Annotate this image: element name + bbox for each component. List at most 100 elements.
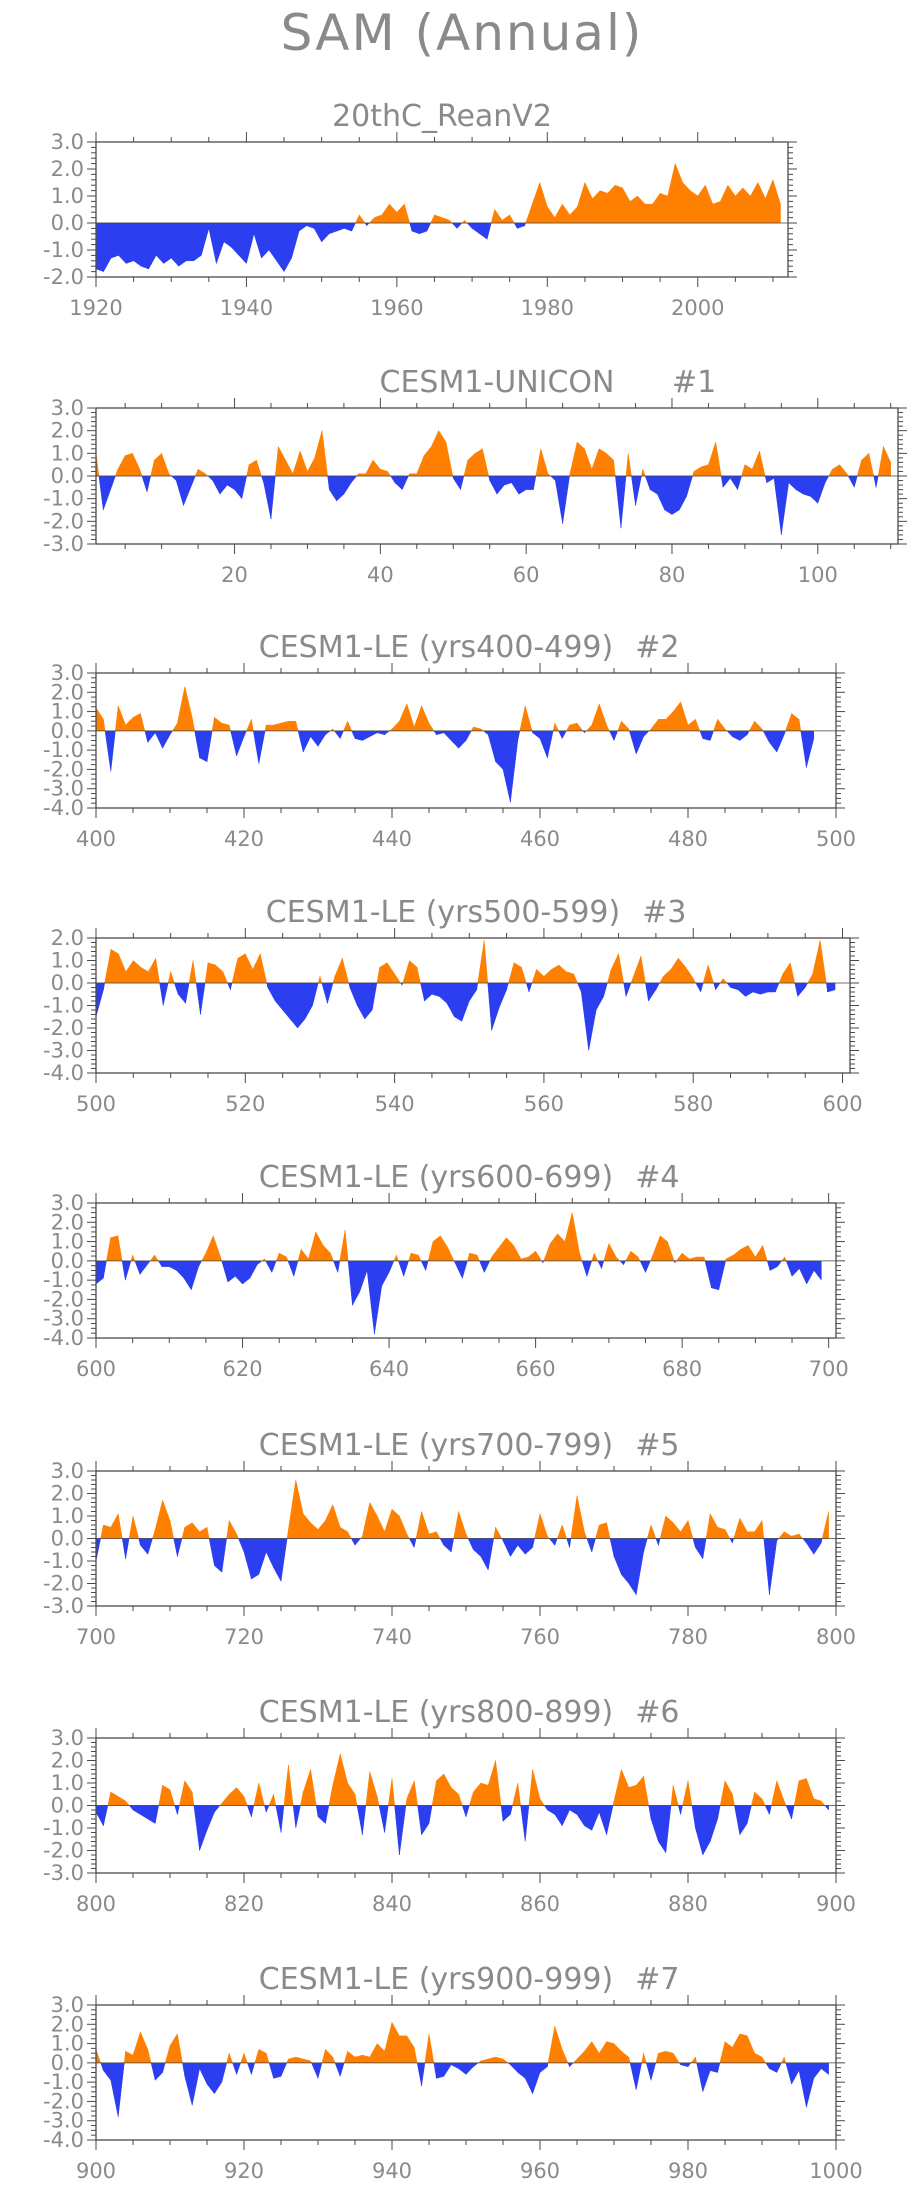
y-tick-label: -1.0 [43, 1268, 84, 1292]
figure-title: SAM (Annual) [280, 4, 644, 62]
panel-title: CESM1-LE (yrs600-699) [259, 1160, 613, 1195]
panel-title: 20thC_ReanV2 [332, 99, 552, 134]
panel-title: CESM1-LE (yrs400-499) [259, 630, 613, 665]
run-label: #4 [635, 1160, 679, 1195]
y-tick-label: 0.0 [51, 1527, 84, 1551]
panel-3: CESM1-LE (yrs400-499) #23.02.01.00.0-1.0-… [43, 630, 856, 851]
y-tick-label: 3.0 [51, 1726, 84, 1750]
x-tick-label: 880 [668, 1892, 708, 1916]
y-tick-label: -2.0 [43, 265, 84, 289]
x-tick-label: 2000 [671, 296, 724, 320]
x-tick-label: 700 [809, 1357, 849, 1381]
run-label: #1 [672, 365, 716, 400]
y-tick-label: -3.0 [43, 1594, 84, 1618]
y-tick-label: -1.0 [43, 1549, 84, 1573]
x-tick-label: 60 [513, 563, 540, 587]
y-tick-label: -4.0 [43, 796, 84, 820]
x-tick-label: 400 [76, 827, 116, 851]
y-tick-label: -2.0 [43, 1016, 84, 1040]
negative-anomaly-area [95, 1538, 823, 1596]
x-tick-label: 20 [221, 563, 248, 587]
y-tick-label: -3.0 [43, 2109, 84, 2133]
y-tick-label: 0.0 [51, 211, 84, 235]
run-label: #3 [642, 895, 686, 930]
y-tick-label: -3.0 [43, 1861, 84, 1885]
x-tick-label: 920 [224, 2159, 264, 2183]
x-tick-label: 680 [662, 1357, 702, 1381]
x-tick-label: 640 [369, 1357, 409, 1381]
y-tick-label: -2.0 [43, 1287, 84, 1311]
positive-anomaly-area [107, 1753, 826, 1806]
y-tick-label: 3.0 [51, 130, 84, 154]
panel-1: 20thC_ReanV2 3.0 2.0 1.0 0.0 -1.0 -2.0 1920 1940… [43, 99, 797, 320]
y-tick-label: 1.0 [51, 1771, 84, 1795]
x-tick-label: 980 [668, 2159, 708, 2183]
run-label: #2 [635, 630, 679, 665]
y-tick-label: 3.0 [51, 1459, 84, 1483]
y-tick-label: -2.0 [43, 2089, 84, 2113]
y-tick-label: -3.0 [43, 777, 84, 801]
positive-anomaly-area [106, 1212, 787, 1262]
y-tick-label: 0.0 [51, 464, 84, 488]
negative-anomaly-area [95, 222, 527, 273]
x-tick-label: 740 [372, 1625, 412, 1649]
x-tick-label: 420 [224, 827, 264, 851]
x-tick-label: 660 [516, 1357, 556, 1381]
x-tick-label: 440 [372, 827, 412, 851]
x-tick-label: 940 [372, 2159, 412, 2183]
x-tick-label: 720 [224, 1625, 264, 1649]
positive-anomaly-area [104, 940, 827, 984]
panel-title: CESM1-LE (yrs500-599) [266, 895, 620, 930]
negative-anomaly-area [95, 1260, 822, 1335]
panel-4: CESM1-LE (yrs500-599) #3 2.01.00.0-1.0-2.0… [43, 895, 863, 1116]
y-tick-label: 2.0 [51, 1749, 84, 1773]
y-tick-label: 2.0 [51, 926, 84, 950]
y-tick-label: -2.0 [43, 757, 84, 781]
plot-frame [95, 141, 789, 278]
y-tick-label: 0.0 [51, 971, 84, 995]
x-tick-label: 960 [520, 2159, 560, 2183]
y-tick-label: 1.0 [51, 700, 84, 724]
x-tick-label: 900 [76, 2159, 116, 2183]
y-tick-label: 3.0 [51, 1993, 84, 2017]
x-tick-label: 500 [816, 827, 856, 851]
y-tick-label: 2.0 [51, 1210, 84, 1234]
negative-anomaly-area [98, 475, 879, 535]
run-label: #5 [635, 1428, 679, 1463]
x-tick-label: 900 [816, 1892, 856, 1916]
y-tick-label: 3.0 [51, 1191, 84, 1215]
x-tick-label: 1980 [521, 296, 574, 320]
x-tick-label: 780 [668, 1625, 708, 1649]
x-tick-label: 480 [668, 827, 708, 851]
panel-title: CESM1-LE (yrs800-899) [259, 1695, 613, 1730]
negative-anomaly-area [95, 982, 836, 1051]
panel-6: CESM1-LE (yrs700-799) #53.02.01.00.0-1.0-… [43, 1428, 856, 1649]
y-tick-label: 1.0 [51, 949, 84, 973]
x-tick-label: 560 [524, 1092, 564, 1116]
panel-title: CESM1-LE (yrs900-999) [259, 1962, 613, 1997]
x-tick-label: 80 [659, 563, 686, 587]
x-tick-label: 1940 [220, 296, 273, 320]
x-tick-label: 540 [375, 1092, 415, 1116]
y-tick-label: -2.0 [43, 1839, 84, 1863]
y-tick-label: -1.0 [43, 1816, 84, 1840]
x-tick-label: 820 [224, 1892, 264, 1916]
panel-5: CESM1-LE (yrs600-699) #43.02.01.00.0-1.0-… [43, 1160, 849, 1381]
y-tick-label: 2.0 [51, 2012, 84, 2036]
y-tick-label: -4.0 [43, 2128, 84, 2152]
x-tick-label: 580 [673, 1092, 713, 1116]
y-tick-label: 3.0 [51, 661, 84, 685]
y-tick-label: 0.0 [51, 2051, 84, 2075]
run-label: #6 [635, 1695, 679, 1730]
panel-8: CESM1-LE (yrs900-999) #73.02.01.00.0-1.0-… [43, 1962, 863, 2183]
x-tick-label: 600 [76, 1357, 116, 1381]
y-tick-label: 2.0 [51, 680, 84, 704]
panel-7: CESM1-LE (yrs800-899) #63.02.01.00.0-1.0-… [43, 1695, 856, 1916]
x-tick-label: 520 [225, 1092, 265, 1116]
positive-anomaly-area [95, 2022, 787, 2064]
x-tick-label: 760 [520, 1625, 560, 1649]
y-tick-label: 0.0 [51, 1794, 84, 1818]
plot-frame [95, 937, 851, 1074]
x-tick-label: 800 [816, 1625, 856, 1649]
